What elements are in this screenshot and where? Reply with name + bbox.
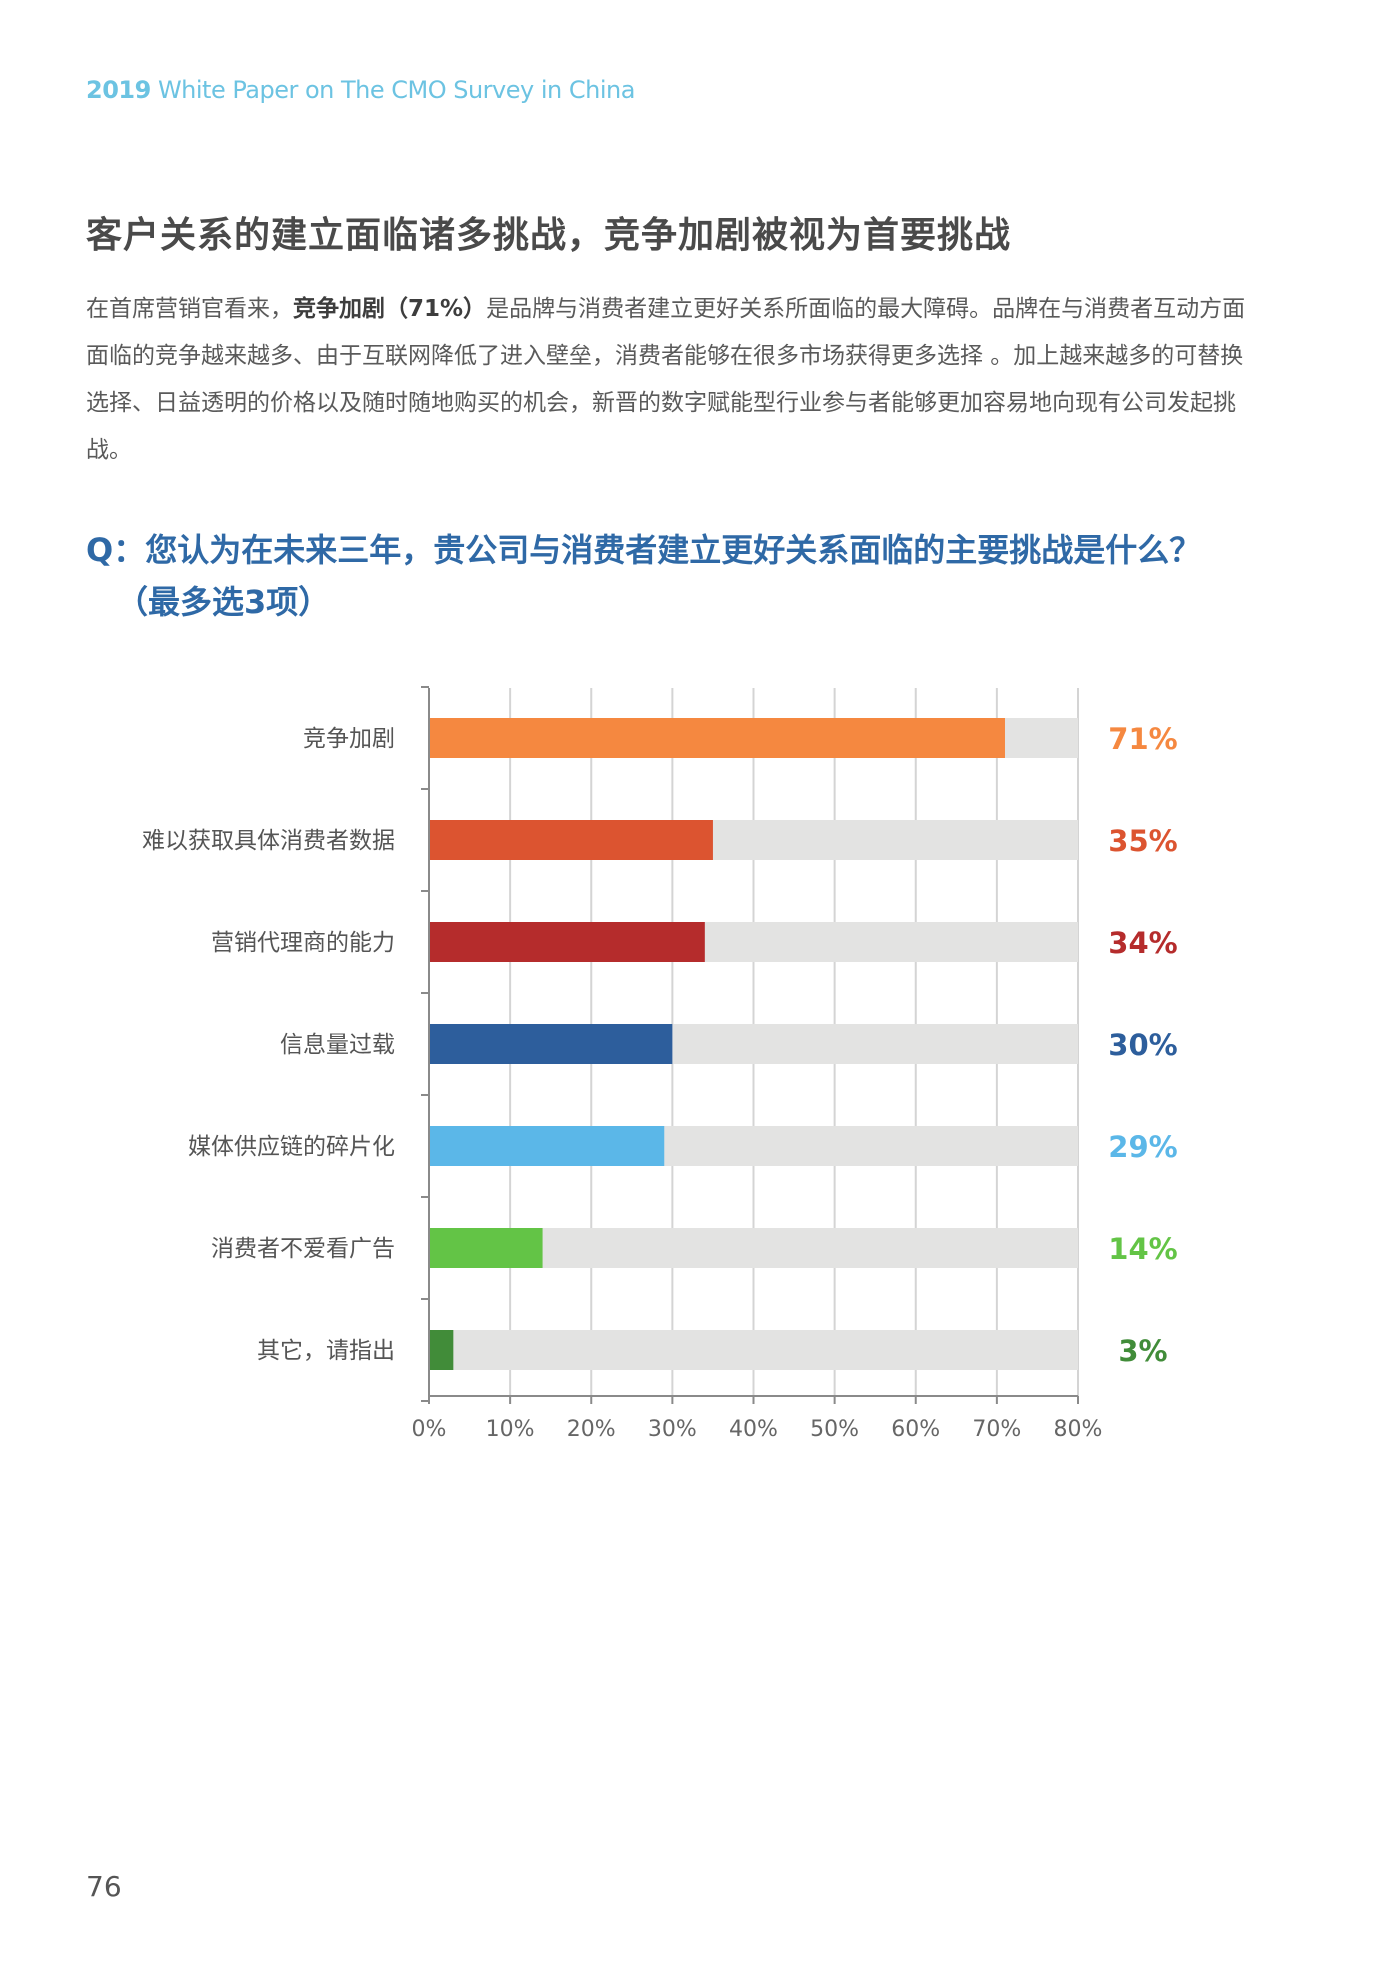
x-tick-label: 20% <box>567 1417 616 1442</box>
section-title: 客户关系的建立面临诸多挑战，竞争加剧被视为首要挑战 <box>86 215 1012 256</box>
value-label: 71% <box>1108 722 1177 756</box>
question-note: （最多选3项） <box>116 583 331 621</box>
survey-question: Q：您认为在未来三年，贵公司与消费者建立更好关系面临的主要挑战是什么？ （最多选… <box>86 524 1201 628</box>
category-label: 其它，请指出 <box>257 1338 395 1364</box>
bar <box>429 1228 543 1268</box>
category-label: 消费者不爱看广告 <box>211 1236 395 1262</box>
bar <box>429 1126 665 1166</box>
x-tick-label: 30% <box>648 1417 697 1442</box>
document-header: 2019 White Paper on The CMO Survey in Ch… <box>86 76 635 104</box>
header-title-text: White Paper on The CMO Survey in China <box>157 76 635 104</box>
bar <box>429 1024 673 1064</box>
body-paragraph: 在首席营销官看来，竞争加剧（71%）是品牌与消费者建立更好关系所面临的最大障碍。… <box>86 286 1256 474</box>
x-tick-label: 10% <box>486 1417 535 1442</box>
value-label: 35% <box>1108 824 1177 858</box>
paragraph-rest: 是品牌与消费者建立更好关系所面临的最大障碍。品牌在与消费者互动方面面临的竞争越来… <box>86 296 1246 463</box>
page-number: 76 <box>86 1870 122 1903</box>
value-label: 30% <box>1108 1028 1177 1062</box>
category-label: 竞争加剧 <box>303 726 395 752</box>
value-label: 34% <box>1108 926 1177 960</box>
header-year: 2019 <box>86 76 151 104</box>
paragraph-highlight: 竞争加剧（71%） <box>293 296 487 322</box>
category-label: 营销代理商的能力 <box>211 930 395 956</box>
bar <box>429 922 705 962</box>
x-tick-label: 0% <box>412 1417 447 1442</box>
bar-track <box>429 1330 1078 1370</box>
bar-chart: 竞争加剧 71% 难以获取具体消费者数据 35% 营销代理商的能力 34% 信息量过载 30%… <box>142 686 1178 1442</box>
value-label: 29% <box>1108 1130 1177 1164</box>
bar <box>429 1330 454 1370</box>
value-label: 14% <box>1108 1232 1177 1266</box>
value-label: 3% <box>1118 1334 1167 1368</box>
question-text: Q：您认为在未来三年，贵公司与消费者建立更好关系面临的主要挑战是什么？ <box>86 531 1202 569</box>
bar <box>429 820 713 860</box>
paragraph-intro: 在首席营销官看来， <box>86 296 293 322</box>
category-label: 难以获取具体消费者数据 <box>142 828 395 854</box>
x-tick-label: 80% <box>1054 1417 1103 1442</box>
x-tick-label: 40% <box>729 1417 778 1442</box>
category-label: 媒体供应链的碎片化 <box>188 1134 395 1160</box>
category-label: 信息量过载 <box>280 1032 395 1058</box>
x-tick-label: 60% <box>891 1417 940 1442</box>
x-tick-label: 70% <box>972 1417 1021 1442</box>
bar <box>429 718 1005 758</box>
x-tick-label: 50% <box>810 1417 859 1442</box>
